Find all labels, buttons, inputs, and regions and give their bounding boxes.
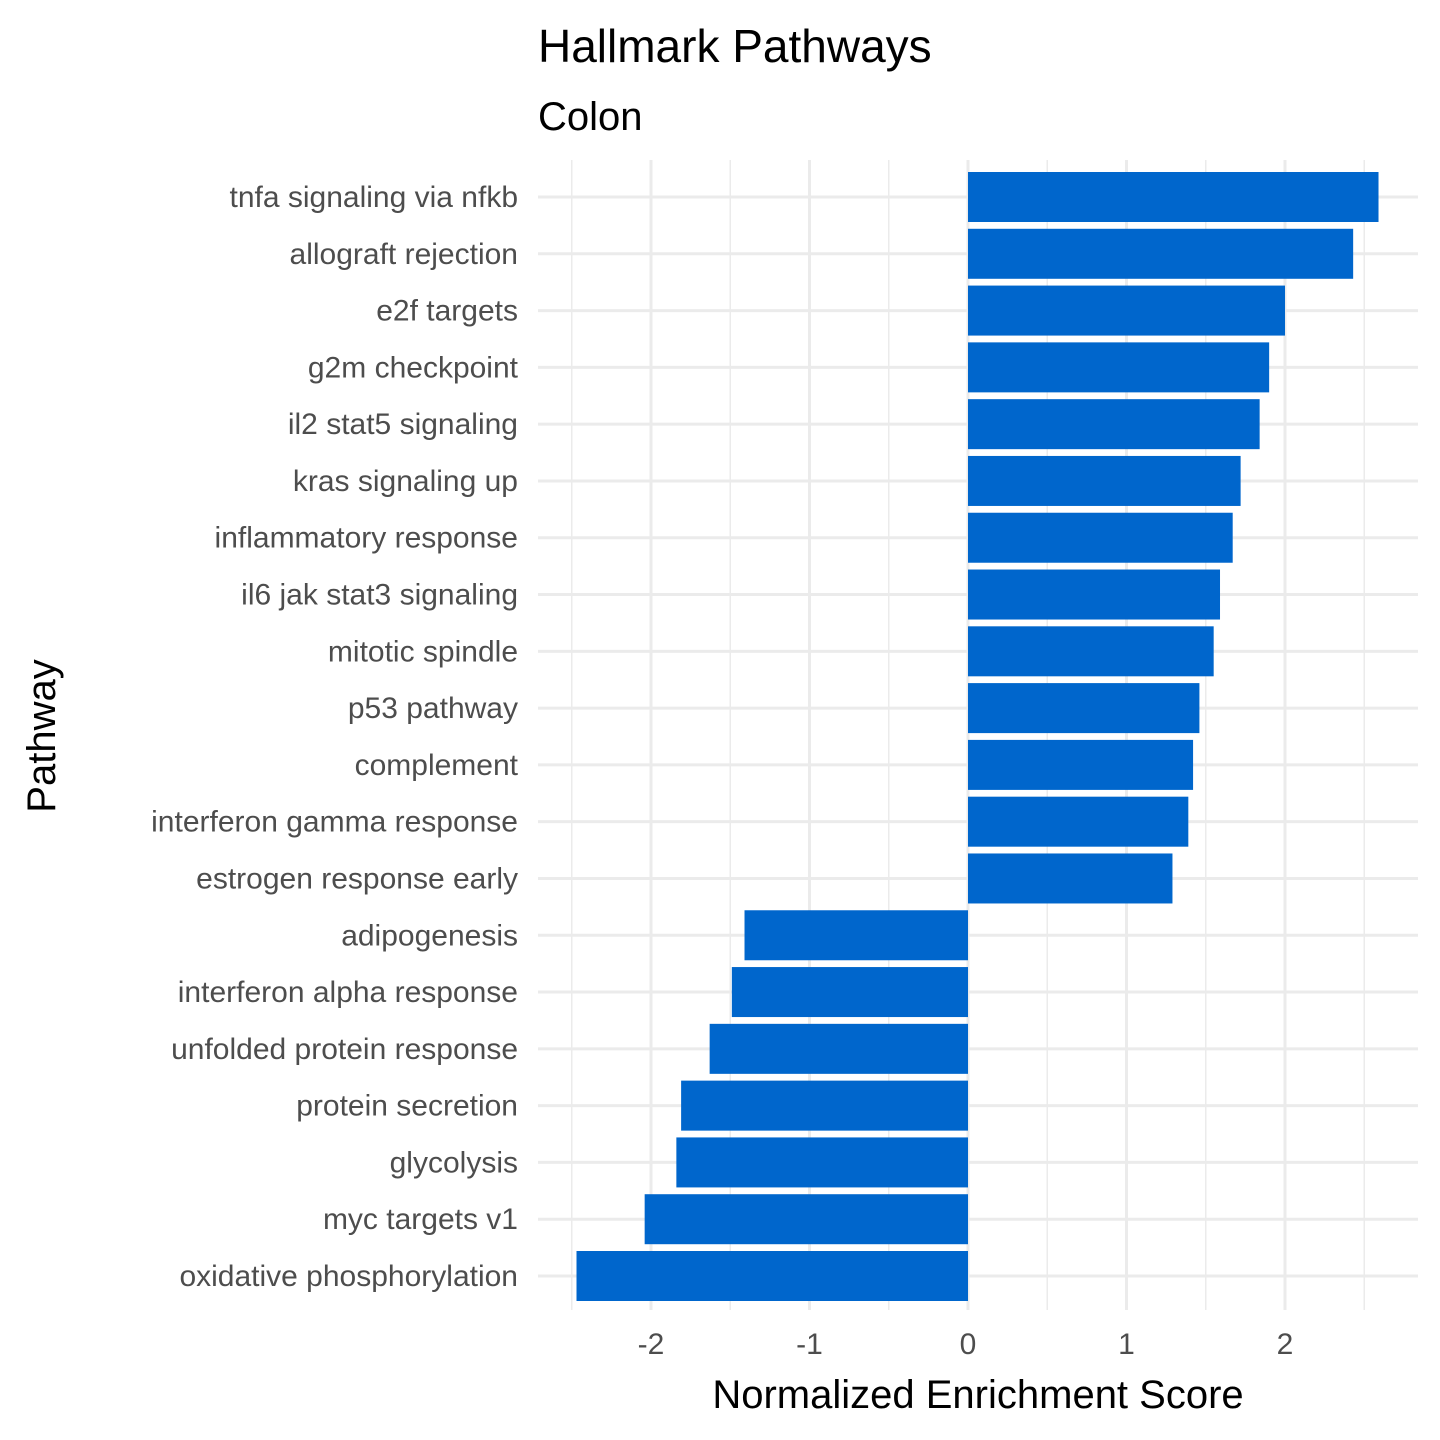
y-tick-label: estrogen response early [196, 862, 518, 895]
bar [576, 1251, 968, 1301]
bar [681, 1080, 968, 1131]
bar [676, 1137, 968, 1188]
bar [968, 739, 1194, 790]
y-tick-label: interferon alpha response [178, 976, 518, 1009]
x-tick-label: -2 [638, 1328, 665, 1361]
bar [709, 1023, 968, 1074]
bar [968, 626, 1214, 677]
y-tick-label: il2 stat5 signaling [288, 408, 518, 441]
bar [968, 228, 1354, 279]
bars [576, 172, 1379, 1301]
y-tick-label: allograft rejection [290, 238, 518, 271]
bar [968, 683, 1200, 734]
y-tick-label: protein secretion [296, 1090, 518, 1123]
chart-subtitle: Colon [538, 95, 643, 139]
y-tick-label: adipogenesis [341, 919, 518, 952]
bar [968, 455, 1241, 506]
bar [968, 569, 1221, 620]
y-tick-label: il6 jak stat3 signaling [241, 579, 518, 612]
y-tick-label: tnfa signaling via nfkb [229, 181, 518, 214]
y-tick-label: complement [355, 749, 519, 782]
y-tick-label: mitotic spindle [328, 635, 518, 668]
y-tick-label: e2f targets [376, 295, 518, 328]
y-tick-label: myc targets v1 [323, 1203, 518, 1236]
bar [968, 853, 1173, 904]
y-tick-label: g2m checkpoint [308, 351, 519, 384]
bar [644, 1194, 968, 1245]
y-tick-labels: tnfa signaling via nfkb allograft rejecti… [151, 181, 519, 1293]
y-axis-title: Pathway [20, 659, 64, 812]
bar [968, 342, 1270, 393]
chart-title: Hallmark Pathways [538, 20, 932, 72]
bar [968, 399, 1260, 450]
y-tick-label: kras signaling up [293, 465, 518, 498]
y-tick-label: inflammatory response [215, 522, 518, 555]
x-tick-label: -1 [796, 1328, 823, 1361]
x-tick-label: 2 [1277, 1328, 1294, 1361]
bar [968, 512, 1233, 563]
bar [744, 910, 968, 961]
y-tick-label: unfolded protein response [171, 1033, 518, 1066]
y-tick-label: p53 pathway [348, 692, 518, 725]
bar [968, 285, 1285, 336]
bar [968, 172, 1379, 222]
x-tick-labels: -2 -1 0 1 2 [638, 1328, 1294, 1361]
y-tick-label: oxidative phosphorylation [179, 1260, 518, 1293]
bar [731, 967, 968, 1018]
x-axis-title: Normalized Enrichment Score [712, 1373, 1243, 1417]
x-tick-label: 0 [960, 1328, 977, 1361]
bar [968, 796, 1189, 847]
y-tick-label: interferon gamma response [151, 806, 518, 839]
y-tick-label: glycolysis [390, 1146, 518, 1179]
x-tick-label: 1 [1118, 1328, 1135, 1361]
